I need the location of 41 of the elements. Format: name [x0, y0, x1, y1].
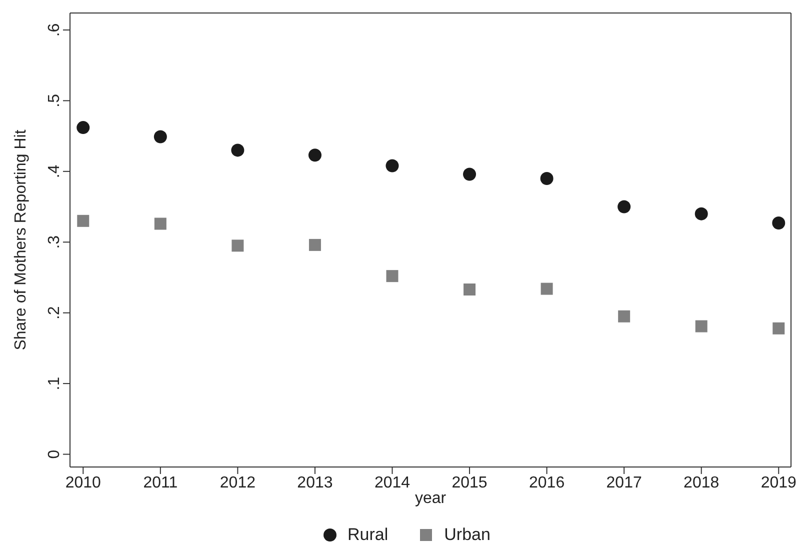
y-tick-label: .5	[46, 94, 63, 108]
y-tick-label: 0	[46, 450, 63, 459]
x-tick-label: 2016	[529, 474, 565, 492]
x-tick-label: 2018	[684, 474, 720, 492]
point	[695, 320, 708, 332]
point	[618, 200, 631, 214]
point	[464, 284, 476, 296]
legend-label: Urban	[444, 525, 490, 545]
point	[154, 130, 167, 144]
legend-label: Rural	[348, 525, 388, 545]
point	[232, 240, 244, 252]
x-tick-label: 2019	[760, 474, 797, 492]
point	[154, 218, 166, 230]
y-tick-label: .4	[46, 164, 63, 178]
point	[618, 310, 630, 322]
y-tick-label: .6	[46, 23, 63, 37]
point	[77, 214, 90, 227]
point	[386, 270, 398, 282]
point	[308, 148, 322, 162]
x-tick-label: 2012	[220, 474, 256, 492]
y-tick-label: .3	[46, 235, 63, 249]
point	[308, 238, 321, 251]
x-tick-label: 2014	[374, 474, 410, 492]
point	[772, 216, 786, 230]
y-tick-label: .2	[46, 306, 63, 320]
x-tick-label: 2010	[65, 474, 102, 492]
y-axis-title: Share of Mothers Reporting Hit	[12, 129, 30, 350]
point	[463, 168, 476, 181]
point	[540, 282, 553, 295]
x-tick-label: 2011	[143, 474, 178, 492]
x-tick-label: 2017	[606, 474, 642, 492]
x-axis-title: year	[414, 490, 447, 507]
point	[231, 144, 244, 157]
point	[76, 121, 90, 134]
x-tick-label: 2015	[452, 474, 488, 492]
y-tick-label: .1	[46, 376, 63, 390]
x-tick-label: 2013	[297, 474, 333, 492]
point	[772, 322, 785, 334]
point	[386, 159, 399, 172]
point	[694, 207, 708, 220]
point	[540, 172, 554, 185]
